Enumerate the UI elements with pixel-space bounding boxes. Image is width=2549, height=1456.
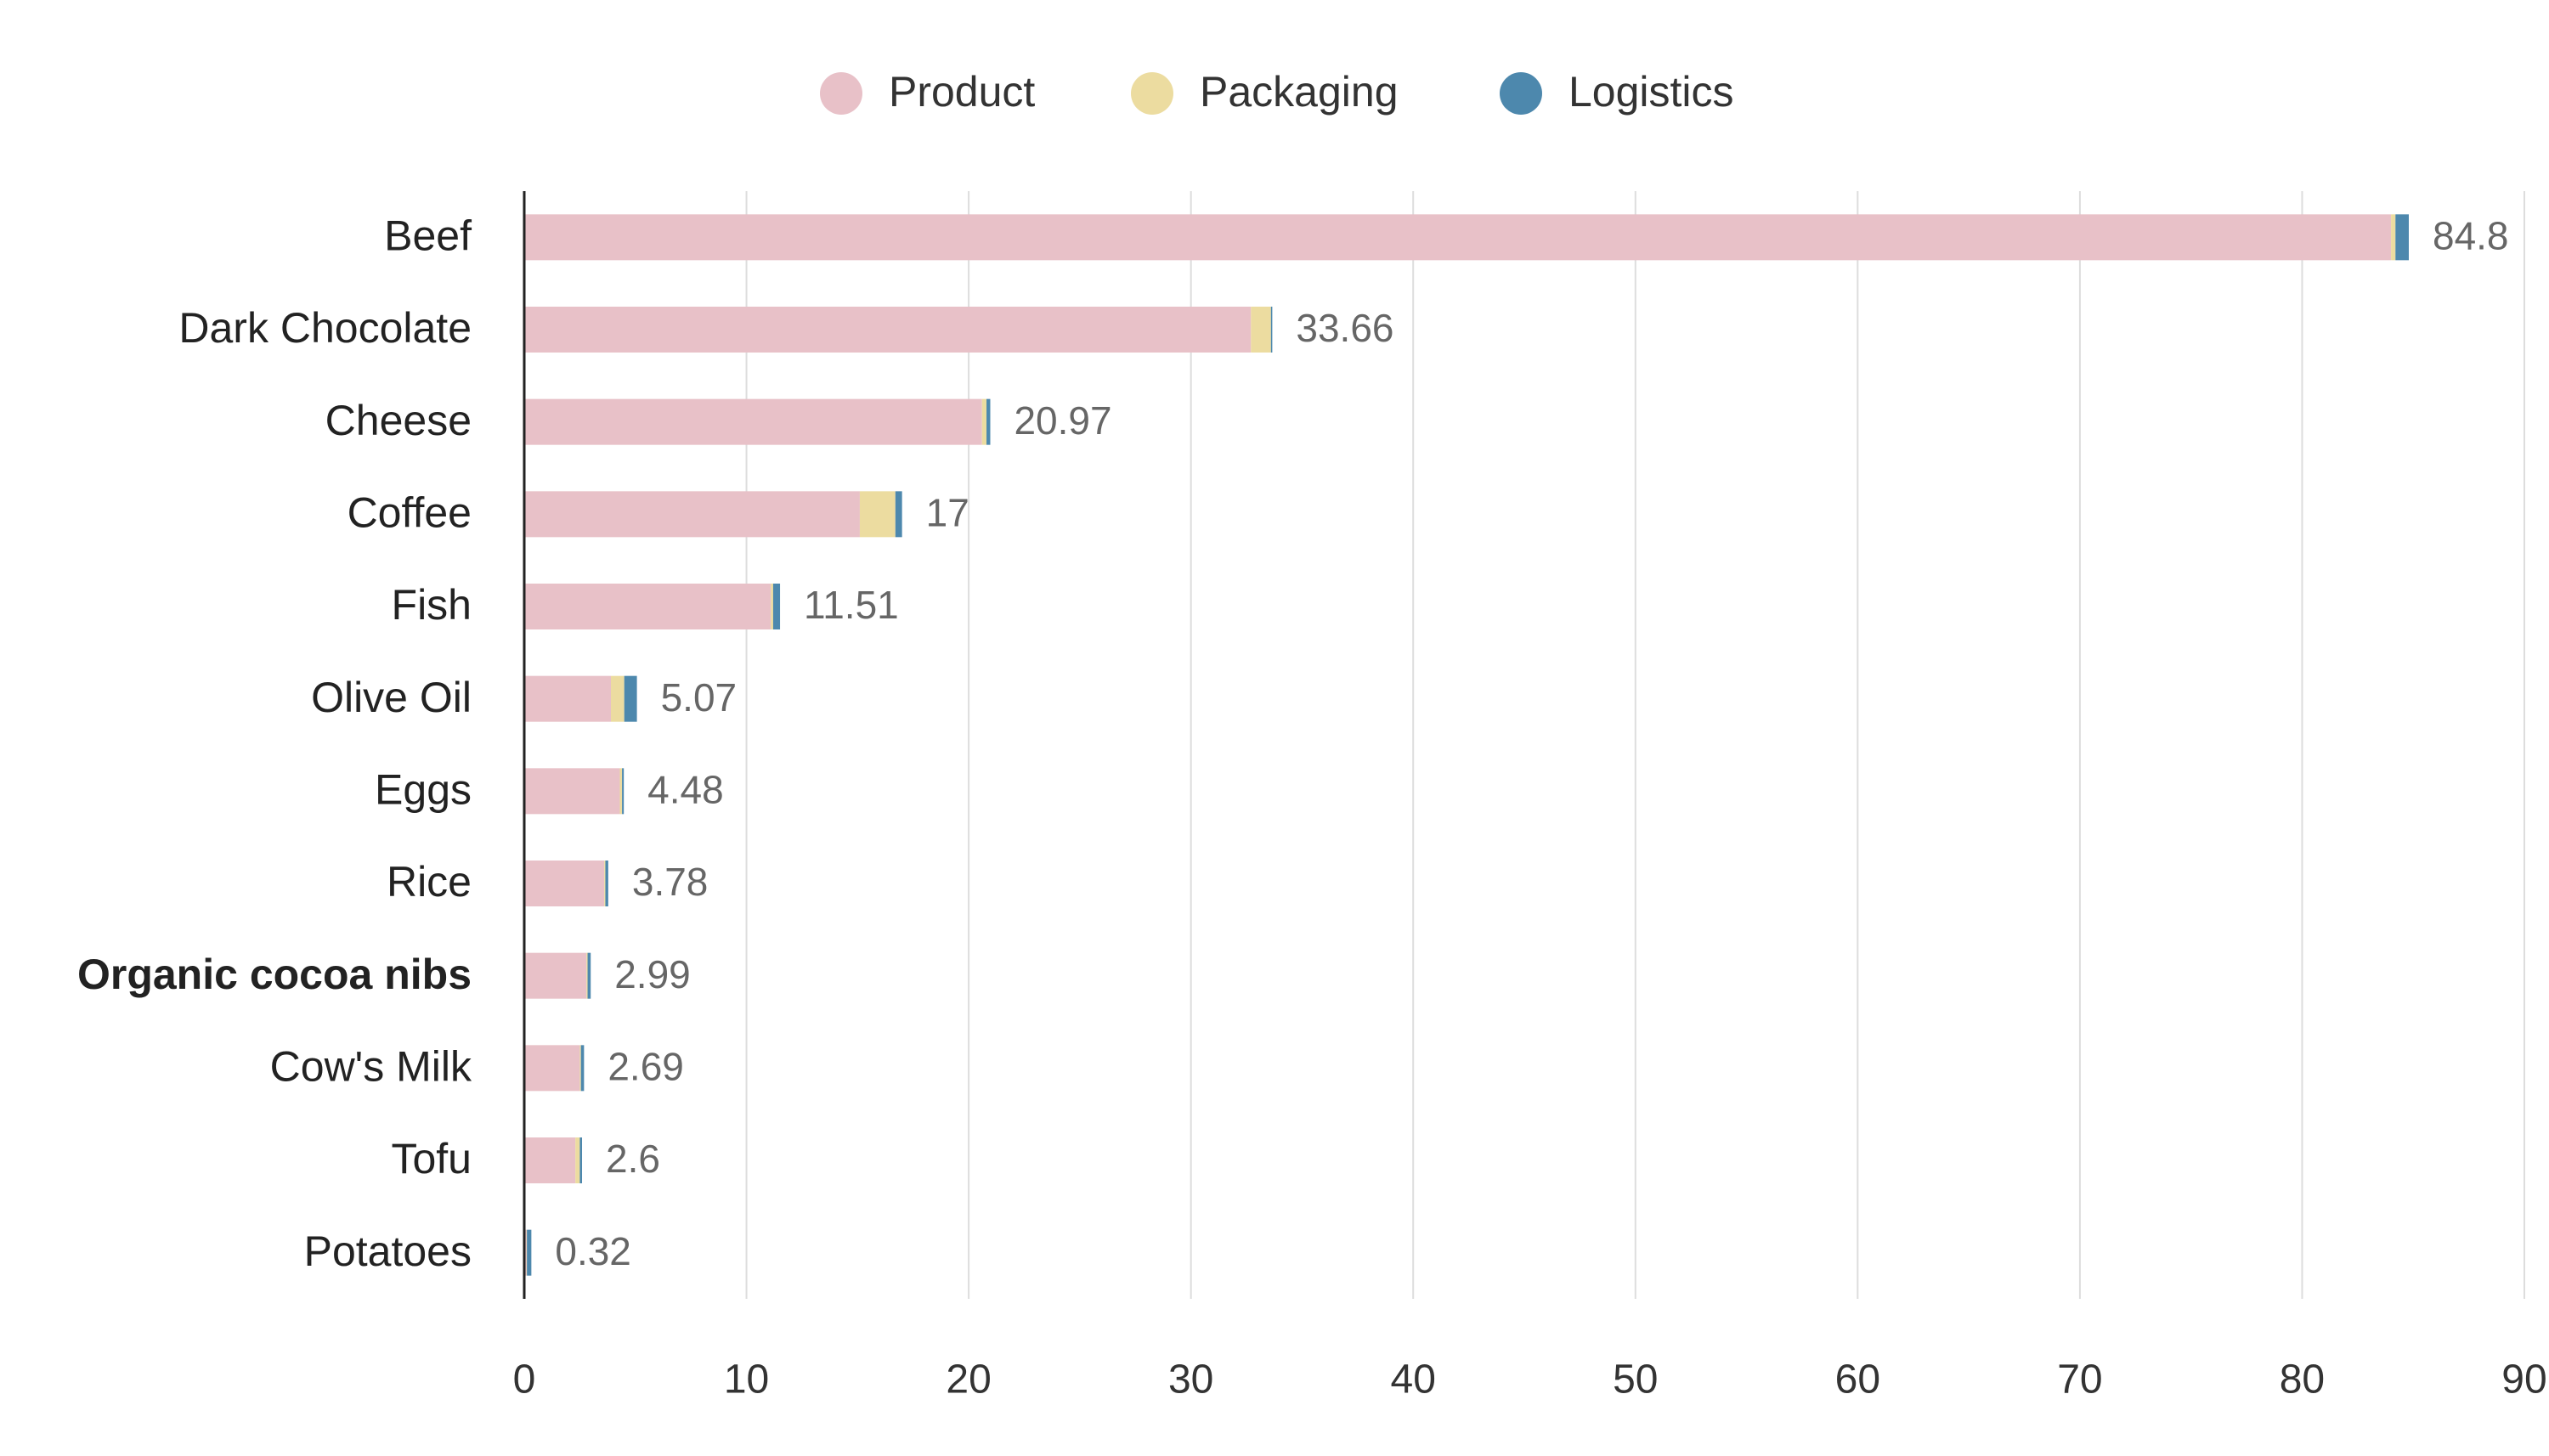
value-label: 84.8: [2433, 213, 2509, 257]
value-label: 33.66: [1296, 306, 1393, 350]
bar-segment: [2391, 214, 2396, 261]
y-tick-label: Coffee: [348, 489, 472, 537]
bar-segment: [622, 768, 625, 815]
x-tick-label: 0: [513, 1357, 536, 1402]
value-label: 17: [926, 490, 969, 534]
y-tick-label: Eggs: [375, 766, 472, 814]
legend-label: Logistics: [1568, 68, 1734, 116]
value-label: 2.69: [608, 1044, 684, 1088]
legend-marker: [1131, 72, 1173, 115]
bar-segment: [605, 861, 608, 906]
y-tick-label: Rice: [387, 858, 472, 906]
bar-segment: [772, 584, 781, 629]
value-label: 0.32: [555, 1229, 631, 1273]
legend-label: Product: [889, 68, 1035, 116]
bar-segment: [1270, 307, 1273, 353]
value-label: 2.99: [614, 952, 691, 996]
value-label: 4.48: [647, 767, 724, 811]
x-tick-label: 20: [946, 1357, 991, 1402]
y-tick-label: Beef: [384, 212, 472, 260]
x-tick-label: 60: [1835, 1357, 1880, 1402]
bar-segment: [2395, 214, 2409, 261]
x-tick-label: 10: [724, 1357, 769, 1402]
value-label: 5.07: [661, 675, 738, 720]
bar-segment: [1251, 307, 1271, 353]
x-tick-label: 50: [1613, 1357, 1658, 1402]
bar-segment: [526, 1229, 528, 1276]
bar-segment: [580, 1045, 585, 1092]
y-tick-label: Cow's Milk: [270, 1043, 472, 1091]
legend-marker: [1500, 72, 1542, 115]
bar-segment: [524, 398, 982, 445]
value-label: 20.97: [1014, 398, 1111, 443]
y-tick-label: Organic cocoa nibs: [77, 951, 472, 998]
x-tick-label: 30: [1168, 1357, 1213, 1402]
bar-segment: [524, 861, 605, 906]
bar-segment: [895, 491, 902, 538]
bar-segment: [579, 1045, 581, 1092]
bar-segment: [524, 1137, 576, 1183]
value-label: 11.51: [804, 583, 899, 627]
legend-label: Packaging: [1200, 68, 1399, 116]
y-tick-label: Cheese: [325, 397, 472, 444]
bar-segment: [619, 768, 623, 815]
y-tick-label: Dark Chocolate: [178, 304, 472, 352]
bar-segment: [524, 584, 771, 629]
bar-segment: [771, 584, 773, 629]
bar-segment: [524, 214, 2392, 261]
bar-segment: [524, 307, 1252, 353]
bar-segment: [604, 861, 606, 906]
bar-segment: [524, 491, 860, 538]
bar-segment: [986, 398, 991, 445]
bar-segment: [524, 675, 612, 722]
legend-marker: [820, 72, 862, 115]
bar-segment: [524, 952, 587, 999]
y-tick-label: Olive Oil: [311, 674, 472, 721]
bar-segment: [624, 675, 637, 722]
bar-segment: [611, 675, 625, 722]
bar-segment: [579, 1137, 583, 1183]
bar-segment: [587, 952, 591, 999]
value-label: 3.78: [632, 860, 709, 904]
bar-segment: [524, 768, 620, 815]
x-tick-label: 40: [1391, 1357, 1436, 1402]
x-tick-label: 80: [2280, 1357, 2325, 1402]
y-tick-label: Tofu: [391, 1135, 472, 1182]
y-tick-label: Fish: [392, 581, 472, 629]
bar-segment: [575, 1137, 580, 1183]
bar-segment: [859, 491, 896, 538]
bar-segment: [981, 398, 987, 445]
value-label: 2.6: [606, 1137, 660, 1181]
x-tick-label: 90: [2501, 1357, 2546, 1402]
bar-segment: [524, 1045, 580, 1092]
x-tick-label: 70: [2057, 1357, 2102, 1402]
y-tick-label: Potatoes: [304, 1227, 472, 1275]
bar-segment: [527, 1229, 532, 1276]
bar-segment: [586, 952, 588, 999]
